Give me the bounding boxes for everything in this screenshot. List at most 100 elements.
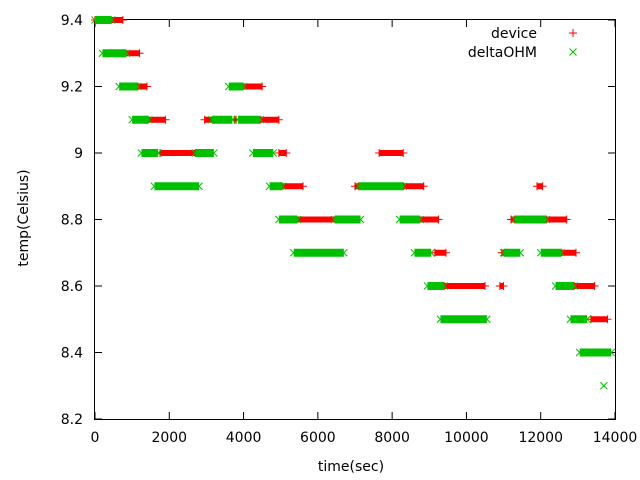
data-point-x	[354, 182, 363, 191]
data-point-plus	[538, 182, 547, 191]
data-point-plus	[586, 315, 595, 324]
data-segment	[414, 248, 432, 257]
data-point-x	[293, 215, 302, 224]
data-point-x	[275, 215, 283, 224]
data-point-x	[395, 215, 404, 224]
data-segment	[570, 315, 588, 324]
data-point-x	[583, 315, 591, 324]
data-point-x	[483, 315, 491, 324]
data-point-x	[234, 115, 242, 124]
x-tick-label: 12000	[518, 430, 563, 446]
x-tick-label: 2000	[151, 430, 187, 446]
data-segment	[241, 83, 263, 90]
data-point-x	[154, 149, 162, 157]
data-point-x	[107, 16, 116, 24]
y-tick-label: 8.8	[61, 213, 83, 229]
data-point-plus	[118, 16, 127, 24]
data-point-plus	[200, 115, 209, 124]
y-axis-label: temp(Celsius)	[16, 169, 32, 266]
data-segment	[119, 82, 138, 91]
data-point-plus	[143, 82, 151, 91]
data-point-x	[399, 182, 408, 191]
data-segment	[418, 216, 439, 223]
data-segment	[590, 316, 608, 323]
data-point-x	[239, 82, 248, 91]
data-point-x	[551, 282, 560, 290]
data-point-x	[98, 49, 107, 58]
data-segment	[252, 149, 274, 157]
data-point-x	[356, 215, 365, 224]
data-point-x	[208, 115, 216, 124]
data-segment	[555, 282, 575, 290]
data-point-plus	[603, 315, 612, 324]
data-point-x	[150, 182, 159, 191]
y-tick-label: 8.2	[61, 412, 83, 428]
data-point-plus	[299, 182, 307, 191]
data-point-x	[195, 182, 203, 191]
data-point-x	[128, 115, 136, 124]
data-segment	[154, 182, 199, 191]
data-segment	[379, 150, 404, 156]
data-segment	[269, 182, 283, 191]
data-segment	[440, 315, 487, 324]
series-device	[91, 16, 612, 324]
data-segment	[122, 50, 140, 57]
data-segment	[444, 283, 485, 289]
legend-entry-deltaohm-label: deltaOHM	[468, 45, 537, 61]
data-point-x	[278, 182, 287, 191]
data-point-plus	[562, 215, 571, 224]
axes: 0 2000 4000 6000 8000 10000 12000 14000 8.2 8.4 8.…	[61, 13, 638, 446]
data-segment	[228, 82, 244, 91]
data-segment	[427, 282, 445, 290]
data-point-x	[575, 348, 584, 357]
data-point-x	[410, 248, 419, 257]
data-segment	[278, 215, 298, 224]
data-point-x	[600, 381, 608, 390]
data-point-x	[570, 282, 578, 290]
legend: device deltaOHM	[468, 26, 577, 61]
data-point-plus	[135, 49, 144, 58]
data-point-plus	[569, 29, 577, 37]
data-point-plus	[274, 115, 283, 124]
data-point-x	[265, 182, 274, 191]
data-point-x	[122, 49, 131, 58]
y-tick-label: 8.4	[61, 346, 83, 362]
data-point-x	[542, 215, 551, 224]
x-tick-label: 14000	[593, 430, 638, 446]
data-point-x	[340, 248, 348, 257]
data-point-x	[536, 248, 545, 257]
data-point-plus	[419, 182, 428, 191]
data-point-x	[228, 115, 237, 124]
data-point-x	[191, 149, 200, 157]
chart-marks	[91, 16, 616, 390]
data-segment	[204, 116, 214, 123]
data-point-plus	[375, 149, 384, 157]
data-point-x	[607, 348, 616, 357]
data-point-x	[249, 149, 257, 157]
data-point-plus	[590, 282, 599, 290]
data-point-x	[224, 82, 233, 91]
data-point-x	[91, 16, 99, 24]
data-segment	[358, 182, 404, 191]
data-segment	[137, 83, 147, 90]
data-segment	[434, 249, 446, 256]
legend-entry-device-label: device	[491, 26, 537, 42]
data-segment	[212, 115, 233, 124]
data-point-plus	[282, 149, 291, 157]
data-point-plus	[430, 248, 439, 257]
data-segment	[403, 183, 424, 190]
data-segment	[147, 116, 166, 123]
x-tick-label: 0	[91, 430, 100, 446]
data-segment	[503, 248, 521, 257]
data-point-x	[416, 215, 424, 224]
x-tick-label: 10000	[444, 430, 489, 446]
data-point-x	[427, 248, 435, 257]
data-segment	[546, 216, 567, 223]
data-segment	[579, 348, 612, 357]
series-deltaohm	[91, 16, 616, 390]
data-point-plus	[258, 82, 267, 91]
data-point-plus	[481, 282, 489, 290]
data-point-x	[423, 282, 432, 290]
data-point-x	[516, 248, 525, 257]
